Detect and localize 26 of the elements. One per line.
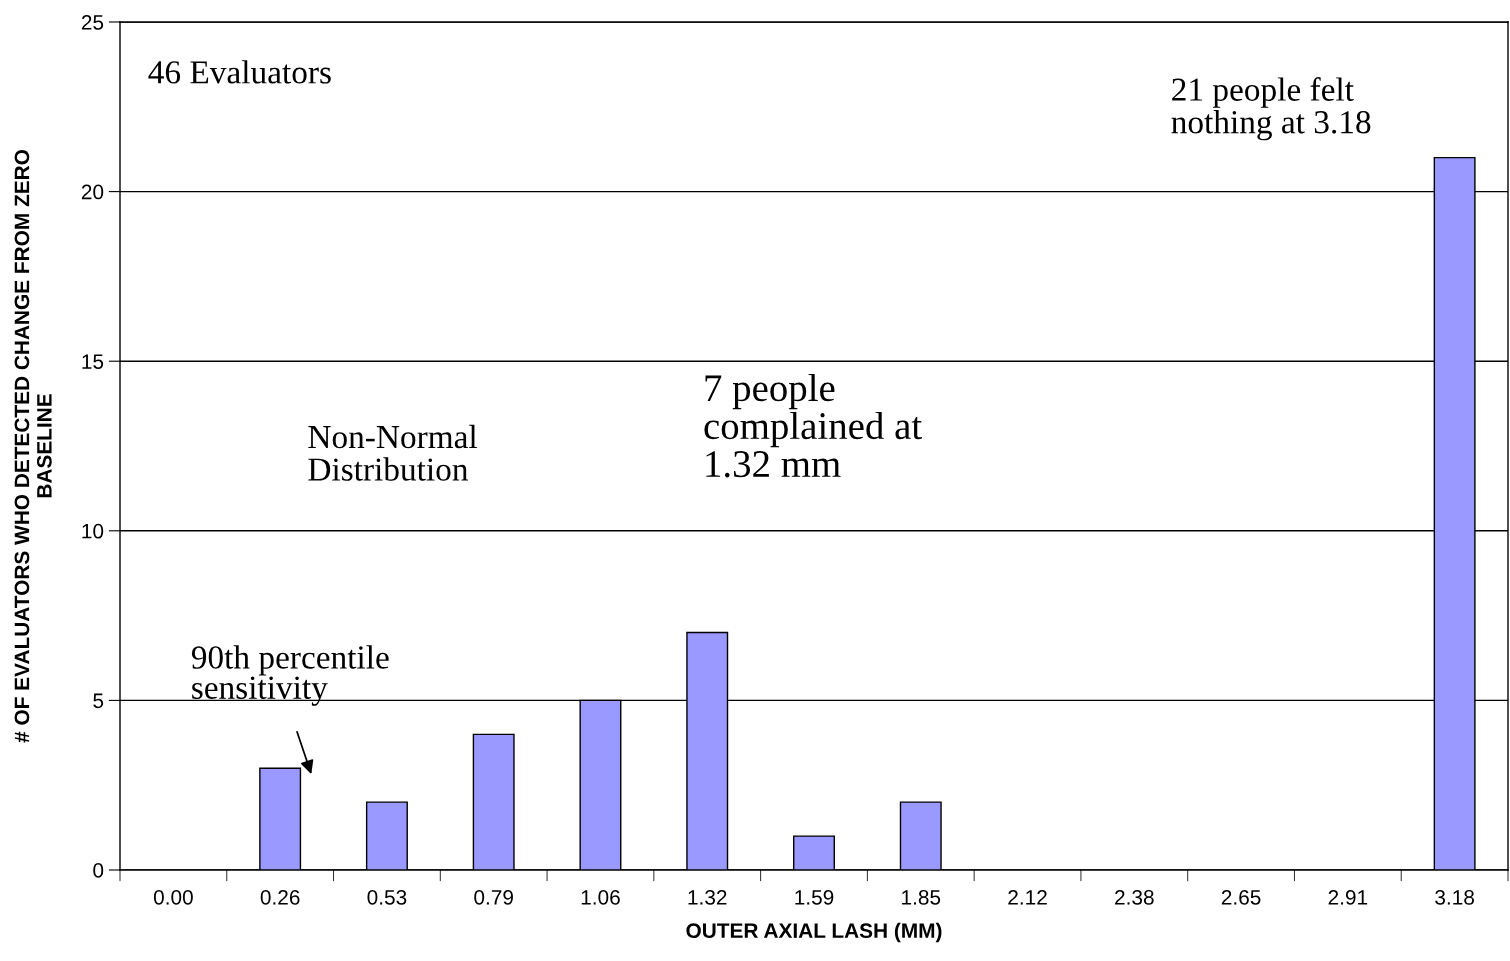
annotation: 90th percentile sensitivity [191, 645, 389, 706]
x-tick-label: 2.91 [1328, 889, 1368, 905]
x-tick-label: 0.79 [474, 889, 513, 905]
x-tick-label: 1.06 [581, 889, 620, 905]
y-tick-label: 20 [81, 184, 104, 200]
y-tick-label: 15 [82, 354, 104, 369]
x-tick-label: 1.32 [688, 889, 727, 905]
x-tick-label: 2.12 [1008, 889, 1047, 905]
x-tick-label: 0.26 [260, 889, 300, 905]
x-tick-label: 1.85 [902, 889, 941, 905]
x-tick-label: 2.65 [1221, 889, 1261, 905]
y-tick-label: 10 [82, 523, 104, 539]
x-tick-label: 1.59 [795, 889, 834, 905]
x-tick-label: 0.00 [153, 889, 193, 905]
annotation: 46 Evaluators [148, 60, 331, 84]
annotation: 21 people felt nothing at 3.18 [1171, 77, 1371, 141]
y-tick-label: 25 [81, 15, 104, 30]
y-axis-title: # OF EVALUATORS WHO DETECTED CHANGE FROM ZERO BASELINE [14, 149, 52, 743]
annotation: Non-Normal Distribution [308, 424, 478, 481]
x-tick-label: 2.38 [1115, 889, 1154, 905]
annotation: 7 people complained at 1.32 mm [704, 373, 922, 478]
y-tick-label: 0 [93, 863, 104, 878]
x-tick-label: 3.18 [1435, 889, 1474, 905]
y-tick-label: 5 [93, 693, 104, 709]
x-axis-title: OUTER AXIAL LASH (MM) [686, 922, 942, 943]
x-tick-label: 0.53 [367, 889, 407, 905]
